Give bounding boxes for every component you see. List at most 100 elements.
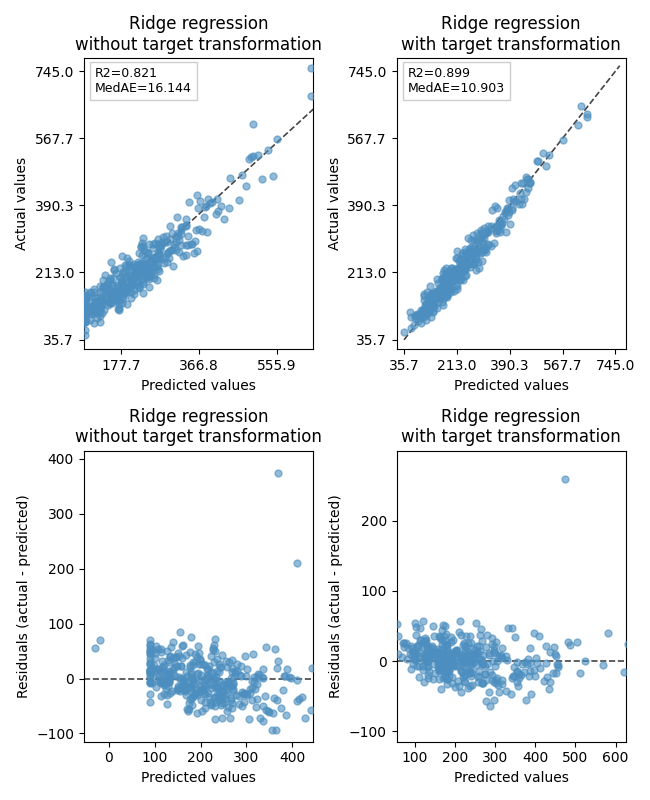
Point [97,286,107,298]
Point [457,665,467,678]
Point [273,654,283,667]
Point [189,247,200,260]
Point [177,250,188,262]
Point [168,259,178,272]
Point [503,206,514,218]
Point [131,269,142,282]
Point [467,642,477,654]
Point [463,664,474,677]
Point [477,255,488,268]
Point [525,176,535,189]
Point [477,676,488,689]
Point [230,665,240,678]
Point [433,646,443,659]
Point [257,671,268,684]
Point [86,286,96,299]
Point [233,698,244,710]
Point [185,666,196,678]
Point [523,173,533,186]
Point [487,674,497,686]
Point [90,303,101,316]
Point [216,199,226,212]
Point [105,274,116,286]
Point [205,197,215,210]
Point [442,283,452,296]
Point [162,679,173,692]
Point [172,684,182,697]
Point [213,205,223,218]
Point [443,279,453,292]
Point [501,205,512,218]
Point [503,202,514,214]
Point [459,257,469,270]
Point [240,670,251,683]
Point [134,247,144,260]
Point [196,674,206,686]
Point [542,671,552,684]
Point [516,193,526,206]
Point [239,696,249,709]
Point [484,666,495,678]
Point [132,274,142,287]
Point [427,288,437,301]
Point [187,238,197,250]
Point [106,289,116,302]
Point [177,220,188,233]
Point [95,634,105,646]
Point [88,298,99,311]
Point [452,263,463,276]
Point [214,675,224,688]
Point [434,652,445,665]
Point [471,649,481,662]
Point [324,694,335,706]
Point [194,222,204,235]
Point [332,613,343,626]
Point [447,262,457,274]
Point [460,264,471,277]
Point [166,243,176,256]
Point [506,182,517,194]
Point [203,678,213,691]
Point [489,646,500,659]
Point [218,696,229,709]
Point [432,288,443,301]
Point [430,646,440,658]
Point [153,240,164,253]
Point [202,668,213,681]
Point [480,668,490,681]
Point [459,675,469,688]
Point [164,655,174,668]
Point [413,314,423,327]
Point [139,253,150,266]
Point [99,303,109,316]
Point [432,272,442,285]
Point [89,286,99,298]
Point [449,265,460,278]
Point [203,671,213,684]
Point [79,306,90,319]
Point [153,250,164,262]
Point [170,235,181,248]
Point [456,686,466,698]
Point [481,246,491,258]
Point [491,676,501,689]
Point [438,664,448,677]
Point [417,306,427,318]
Point [273,466,283,479]
Point [227,697,237,710]
Point [95,316,105,329]
Point [426,648,436,661]
Point [417,312,428,325]
Point [212,687,222,700]
Point [418,614,428,627]
Point [194,686,205,698]
Point [359,667,370,680]
Point [446,274,456,287]
Point [213,689,224,702]
Point [447,274,458,287]
Point [437,286,447,299]
Point [459,254,469,267]
Point [458,646,469,659]
Point [145,638,155,651]
Point [182,670,192,682]
